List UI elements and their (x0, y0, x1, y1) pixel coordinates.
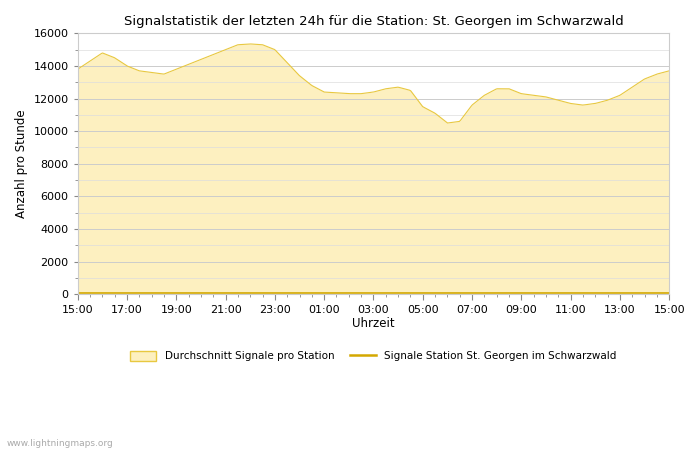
X-axis label: Uhrzeit: Uhrzeit (352, 317, 395, 330)
Legend: Durchschnitt Signale pro Station, Signale Station St. Georgen im Schwarzwald: Durchschnitt Signale pro Station, Signal… (126, 346, 621, 365)
Y-axis label: Anzahl pro Stunde: Anzahl pro Stunde (15, 109, 28, 218)
Title: Signalstatistik der letzten 24h für die Station: St. Georgen im Schwarzwald: Signalstatistik der letzten 24h für die … (124, 15, 623, 28)
Text: www.lightningmaps.org: www.lightningmaps.org (7, 439, 113, 448)
